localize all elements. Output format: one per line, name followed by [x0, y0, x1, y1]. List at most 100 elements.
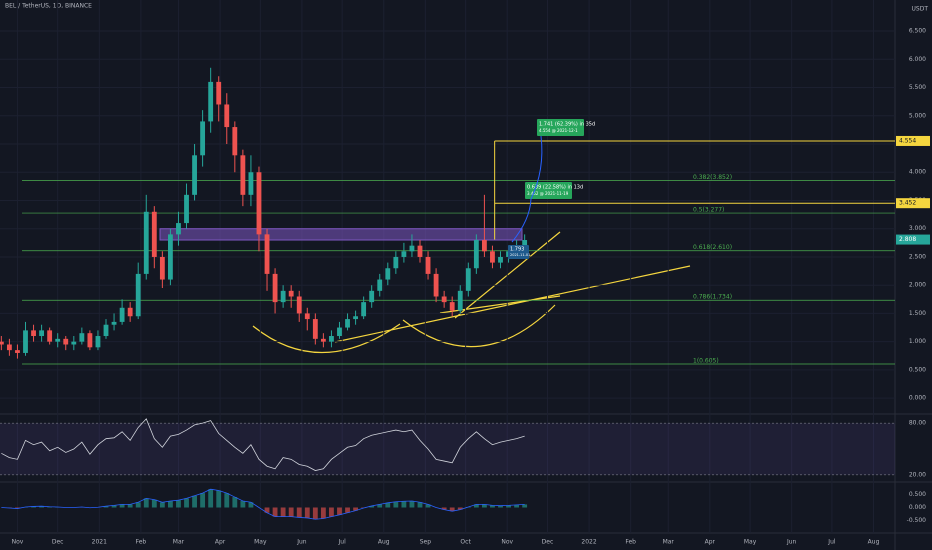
candle-body [55, 338, 61, 342]
price-tag [896, 135, 930, 146]
candle-body [449, 302, 455, 311]
x-tick-label: Jul [827, 539, 836, 546]
candle-body [240, 155, 246, 195]
currency: USDT [912, 6, 929, 13]
macd-bar [498, 505, 503, 508]
macd-bar [369, 505, 375, 508]
candle-body [79, 333, 85, 342]
marker-text: 1.793 [510, 247, 524, 253]
candle-body [95, 336, 101, 348]
price-tag-label: 3.452 [899, 200, 916, 207]
candle-body [481, 240, 487, 252]
projection-subtext: 3.452 @ 2021-11-19 [527, 191, 569, 196]
macd-bar [264, 507, 270, 513]
x-tick-label: Apr [705, 539, 716, 546]
macd-bar [409, 500, 415, 508]
macd-bar [200, 493, 206, 508]
macd-bar [216, 490, 222, 508]
candle-body [103, 324, 109, 337]
candle-body [377, 279, 383, 291]
macd-bar [39, 506, 45, 508]
y-tick-label: 5.000 [909, 112, 926, 119]
candle-body [256, 172, 262, 235]
resistance-zone [159, 228, 523, 241]
candle-body [353, 316, 358, 320]
x-tick-label: May [254, 539, 267, 546]
macd-tick-label: 0.000 [909, 504, 926, 511]
y-tick-label: 4.000 [909, 169, 926, 176]
macd-bar [481, 504, 487, 508]
candle-body [208, 81, 214, 122]
candle-body [248, 172, 254, 195]
candle-body [320, 338, 326, 342]
x-tick-label: Dec [542, 539, 554, 546]
macd-bar [320, 507, 326, 519]
rsi-line [1, 418, 525, 471]
rsi-tick-label: 80.00 [909, 420, 926, 427]
candle-body [87, 333, 93, 348]
marker-box [508, 245, 529, 259]
macd-bar [224, 493, 230, 508]
candle-body [337, 327, 342, 337]
projection-box [525, 182, 572, 199]
candle-body [119, 307, 125, 322]
x-tick-label: 2021 [92, 539, 107, 546]
macd-bar [15, 507, 20, 509]
macd-bar [151, 499, 157, 508]
candle-body [329, 336, 334, 342]
rsi-tick-label: 20.00 [909, 471, 926, 478]
macd-bar [514, 504, 520, 508]
candle-body [490, 251, 495, 263]
candle-body [280, 290, 286, 303]
macd-bar [377, 504, 383, 508]
candle-body [457, 290, 463, 311]
candle-body [167, 234, 173, 280]
candle-body [63, 338, 69, 345]
macd-bar [31, 506, 36, 508]
macd-bar [167, 500, 173, 508]
y-tick-label: 2.500 [909, 253, 926, 260]
macd-bar [457, 507, 463, 510]
candle-body [0, 341, 4, 345]
macd-bar [393, 501, 399, 508]
macd-line [1, 488, 525, 520]
projection-box [537, 119, 584, 136]
projection-subtext: 4.554 @ 2021-12-1 [539, 128, 578, 133]
x-tick-label: Feb [136, 539, 147, 546]
candle-body [111, 321, 117, 325]
candle-body [216, 81, 222, 105]
macd-bar [385, 502, 391, 508]
candle-body [151, 211, 157, 257]
macd-bar [329, 507, 334, 517]
candle-body [192, 155, 197, 195]
candle-body [393, 256, 399, 269]
macd-bar [522, 504, 528, 508]
macd-bar [490, 505, 495, 508]
candle-body [135, 273, 141, 317]
macd-bar [159, 502, 165, 508]
x-tick-label: Nov [12, 539, 24, 546]
candle-body [304, 313, 310, 320]
fib-label: 0.618(2.610) [693, 244, 732, 251]
macd-bar [506, 505, 511, 508]
cup-curve [252, 323, 401, 354]
macd-bar [401, 501, 407, 508]
candle-body [127, 307, 133, 317]
macd-bar [337, 507, 342, 515]
price-tag [896, 234, 930, 245]
x-tick-label: Feb [625, 539, 636, 546]
projection-path [511, 135, 543, 243]
x-tick-label: Dec [52, 539, 64, 546]
macd-bar [288, 507, 294, 517]
projection-text: 1.741 (62.39%) in 35d [539, 122, 595, 128]
candle-body [312, 319, 318, 339]
fib-label: 0.382(3.852) [693, 174, 732, 181]
y-tick-label: 1.500 [909, 310, 926, 317]
x-tick-label: Apr [215, 539, 226, 546]
y-tick-label: 0.500 [909, 366, 926, 373]
candle-body [159, 256, 165, 280]
y-tick-label: 6.000 [909, 56, 926, 63]
macd-bar [280, 507, 286, 517]
candle-body [31, 330, 36, 337]
